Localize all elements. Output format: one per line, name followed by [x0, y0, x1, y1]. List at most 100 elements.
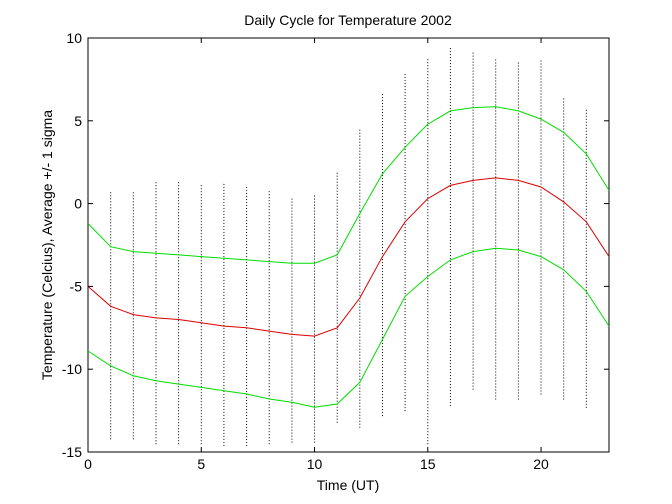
scatter-point — [449, 204, 451, 206]
scatter-point — [540, 138, 542, 140]
scatter-point — [314, 354, 315, 356]
scatter-point — [132, 318, 134, 320]
scatter-point — [200, 305, 202, 307]
scatter-point — [472, 139, 474, 141]
scatter-point — [132, 333, 134, 335]
scatter-point — [291, 366, 293, 368]
scatter-point — [314, 228, 315, 230]
scatter-point — [359, 300, 361, 302]
scatter-point — [359, 222, 361, 224]
scatter-point — [223, 348, 225, 350]
scatter-point — [404, 302, 406, 304]
scatter-point — [608, 338, 610, 340]
scatter-point — [314, 249, 315, 251]
scatter-point — [472, 322, 474, 324]
scatter-point — [495, 197, 497, 199]
scatter-point — [359, 288, 361, 290]
scatter-point — [268, 440, 270, 442]
scatter-point — [291, 258, 293, 260]
scatter-point — [110, 249, 112, 251]
scatter-point — [359, 129, 361, 131]
scatter-point — [178, 182, 180, 184]
scatter-point — [155, 320, 157, 322]
scatter-point — [472, 205, 474, 207]
scatter-point — [449, 198, 451, 200]
scatter-point — [178, 257, 180, 259]
scatter-point — [178, 437, 180, 439]
scatter-point — [427, 347, 429, 349]
scatter-point — [268, 377, 270, 379]
scatter-point — [110, 339, 112, 341]
scatter-point — [268, 251, 270, 253]
scatter-point — [608, 146, 610, 148]
scatter-point — [87, 223, 89, 225]
scatter-point — [540, 357, 542, 359]
scatter-point — [314, 381, 315, 383]
scatter-point — [291, 276, 293, 278]
scatter-point — [585, 406, 587, 408]
scatter-point — [404, 401, 406, 403]
scatter-point — [110, 342, 112, 344]
scatter-point — [268, 395, 270, 397]
scatter-point — [200, 293, 202, 295]
scatter-point — [291, 300, 293, 302]
scatter-point — [359, 372, 361, 374]
scatter-point — [495, 176, 497, 178]
scatter-point — [608, 149, 610, 151]
scatter-point — [404, 179, 406, 181]
scatter-point — [585, 268, 587, 270]
scatter-point — [268, 374, 270, 376]
scatter-point — [132, 363, 134, 365]
scatter-point — [132, 237, 134, 239]
scatter-point — [472, 82, 474, 84]
scatter-point — [223, 438, 225, 440]
scatter-point — [336, 232, 338, 234]
scatter-point — [585, 328, 587, 330]
scatter-point — [608, 209, 610, 211]
scatter-point — [472, 214, 474, 216]
scatter-point — [427, 131, 429, 133]
scatter-point — [268, 233, 270, 235]
scatter-point — [314, 225, 315, 227]
scatter-point — [200, 233, 202, 235]
scatter-point — [449, 51, 451, 53]
scatter-point — [404, 152, 406, 154]
scatter-point — [563, 209, 565, 211]
scatter-point — [427, 80, 429, 82]
scatter-point — [495, 323, 497, 325]
scatter-point — [314, 321, 315, 323]
scatter-point — [404, 389, 406, 391]
scatter-point — [382, 277, 383, 279]
scatter-point — [87, 343, 89, 345]
scatter-point — [449, 309, 451, 311]
scatter-point — [563, 242, 565, 244]
scatter-point — [495, 209, 497, 211]
scatter-point — [449, 333, 451, 335]
scatter-point — [178, 278, 180, 280]
scatter-point — [517, 317, 519, 319]
scatter-point — [495, 236, 497, 238]
scatter-point — [200, 242, 202, 244]
scatter-point — [87, 331, 89, 333]
scatter-point — [246, 204, 248, 206]
scatter-point — [336, 292, 338, 294]
scatter-point — [110, 333, 112, 335]
scatter-point — [87, 334, 89, 336]
scatter-point — [585, 238, 587, 240]
scatter-point — [540, 66, 542, 68]
scatter-point — [200, 371, 202, 373]
scatter-point — [382, 379, 383, 381]
scatter-point — [155, 278, 157, 280]
scatter-point — [359, 147, 361, 149]
scatter-point — [382, 304, 383, 306]
scatter-point — [472, 184, 474, 186]
scatter-point — [540, 291, 542, 293]
scatter-point — [314, 420, 315, 422]
scatter-column-8 — [268, 191, 270, 445]
scatter-point — [178, 431, 180, 433]
scatter-point — [540, 243, 542, 245]
scatter-point — [495, 383, 497, 385]
scatter-point — [359, 294, 361, 296]
scatter-point — [495, 146, 497, 148]
scatter-point — [359, 375, 361, 377]
